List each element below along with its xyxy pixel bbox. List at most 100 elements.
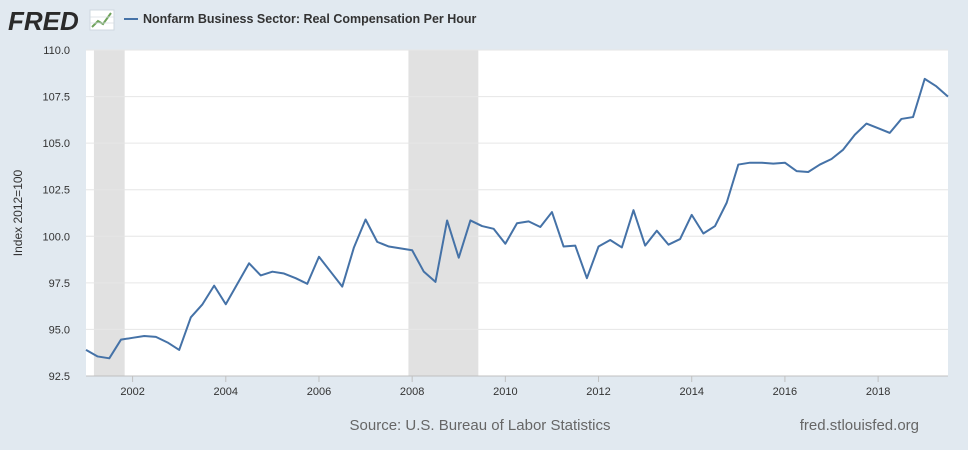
x-tick-label: 2014	[679, 386, 703, 398]
data-point	[889, 132, 891, 134]
data-point	[411, 249, 413, 251]
data-point	[667, 243, 669, 245]
data-point	[516, 222, 518, 224]
source-text: Source: U.S. Bureau of Labor Statistics	[350, 417, 611, 434]
data-point	[877, 127, 879, 129]
series-layer	[85, 77, 949, 360]
data-point	[621, 246, 623, 248]
legend-label: Nonfarm Business Sector: Real Compensati…	[143, 12, 477, 26]
data-point	[725, 202, 727, 204]
data-point	[900, 118, 902, 120]
y-axis-label: Index 2012=100	[11, 169, 25, 256]
y-tick-label: 105.0	[42, 138, 70, 150]
data-point	[283, 272, 285, 274]
y-tick-label: 107.5	[42, 92, 70, 104]
x-axis: 2002 2004 2006 2008 2010 2012 2014 2016 2018	[86, 375, 948, 398]
legend: Nonfarm Business Sector: Real Compensati…	[124, 12, 477, 26]
fred-logo-graph-icon	[89, 9, 115, 31]
data-point	[784, 162, 786, 164]
data-point	[924, 78, 926, 80]
data-point	[353, 246, 355, 248]
x-tick-label: 2002	[120, 386, 144, 398]
data-point	[201, 303, 203, 305]
data-point	[819, 163, 821, 165]
data-point	[143, 335, 145, 337]
data-point	[376, 241, 378, 243]
x-tick-label: 2006	[307, 386, 331, 398]
y-tick-label: 100.0	[42, 231, 70, 243]
data-point	[691, 214, 693, 216]
y-tick-label: 92.5	[49, 371, 70, 383]
data-point	[341, 285, 343, 287]
data-point	[493, 228, 495, 230]
x-tick-label: 2008	[400, 386, 424, 398]
data-point	[609, 239, 611, 241]
data-point	[807, 171, 809, 173]
data-point	[120, 338, 122, 340]
data-point	[760, 162, 762, 164]
data-point	[714, 225, 716, 227]
data-point	[947, 95, 949, 97]
data-point	[679, 238, 681, 240]
data-point	[85, 349, 87, 351]
recession-band	[93, 50, 125, 376]
data-point	[632, 209, 634, 211]
data-point	[458, 257, 460, 259]
fred-logo[interactable]: FRED	[8, 6, 115, 36]
data-point	[236, 283, 238, 285]
data-point	[306, 283, 308, 285]
data-point	[166, 341, 168, 343]
data-point	[772, 162, 774, 164]
data-point	[586, 277, 588, 279]
data-point	[737, 163, 739, 165]
data-point	[749, 162, 751, 164]
fred-logo-text: FRED	[8, 6, 79, 36]
y-tick-label: 102.5	[42, 185, 70, 197]
data-point	[434, 281, 436, 283]
data-point	[131, 337, 133, 339]
x-tick-label: 2010	[493, 386, 517, 398]
data-point	[329, 270, 331, 272]
data-point	[551, 211, 553, 213]
data-point	[527, 220, 529, 222]
data-point	[388, 245, 390, 247]
data-point	[644, 244, 646, 246]
data-point	[597, 245, 599, 247]
data-point	[656, 229, 658, 231]
data-point	[96, 355, 98, 357]
data-point	[364, 218, 366, 220]
data-point	[574, 244, 576, 246]
x-tick-label: 2018	[866, 386, 890, 398]
data-point	[399, 247, 401, 249]
recession-band	[408, 50, 479, 376]
data-point	[830, 158, 832, 160]
site-link[interactable]: fred.stlouisfed.org	[800, 417, 919, 434]
series-line	[85, 77, 949, 360]
data-point	[446, 219, 448, 221]
data-point	[562, 245, 564, 247]
data-point	[213, 284, 215, 286]
y-tick-label: 110.0	[43, 45, 70, 57]
data-point	[318, 256, 320, 258]
plot-background	[86, 50, 948, 376]
data-point	[469, 219, 471, 221]
data-point	[854, 134, 856, 136]
x-tick-label: 2012	[586, 386, 610, 398]
data-point	[504, 243, 506, 245]
data-point	[842, 148, 844, 150]
data-point	[155, 336, 157, 338]
data-point	[795, 170, 797, 172]
data-point	[702, 232, 704, 234]
data-point	[935, 85, 937, 87]
data-point	[271, 270, 273, 272]
y-tick-label: 95.0	[49, 324, 70, 336]
y-axis: 92.5 95.0 97.5 100.0 102.5 105.0 107.5 110.0	[42, 45, 70, 383]
data-point	[260, 274, 262, 276]
data-point	[539, 226, 541, 228]
x-tick-label: 2016	[773, 386, 797, 398]
y-tick-label: 97.5	[49, 278, 70, 290]
recession-bands	[93, 50, 479, 376]
data-point	[225, 303, 227, 305]
data-point	[423, 270, 425, 272]
